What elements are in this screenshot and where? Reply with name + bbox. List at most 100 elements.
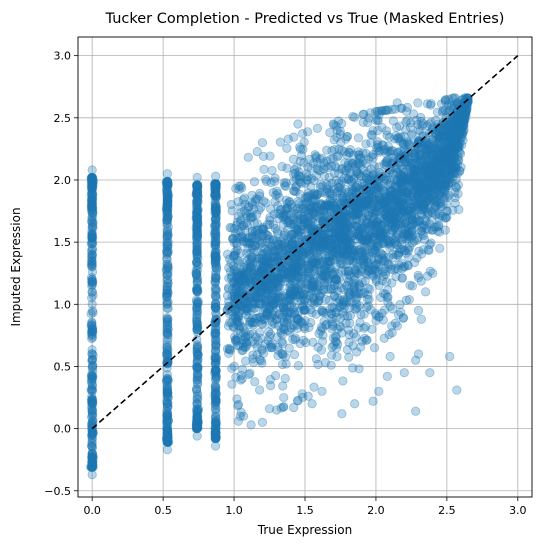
scatter-point bbox=[88, 179, 98, 189]
scatter-point bbox=[162, 433, 172, 444]
scatter-point bbox=[193, 197, 203, 207]
scatter-point bbox=[87, 371, 97, 381]
scatter-point bbox=[263, 231, 273, 241]
scatter-point bbox=[211, 291, 221, 301]
scatter-point bbox=[87, 193, 97, 203]
scatter-point bbox=[87, 434, 97, 444]
scatter-point bbox=[87, 376, 97, 386]
scatter-point bbox=[192, 303, 202, 313]
scatter-point bbox=[433, 137, 443, 147]
scatter-point bbox=[282, 315, 292, 325]
scatter-point bbox=[163, 263, 173, 273]
scatter-point bbox=[88, 366, 98, 376]
scatter-point bbox=[88, 238, 98, 248]
scatter-point bbox=[87, 213, 97, 223]
scatter-point bbox=[87, 293, 97, 303]
scatter-point bbox=[162, 424, 172, 434]
scatter-point bbox=[244, 369, 254, 380]
scatter-point bbox=[162, 177, 172, 187]
scatter-point bbox=[381, 158, 391, 168]
scatter-point bbox=[87, 333, 97, 344]
scatter-point bbox=[162, 232, 172, 242]
scatter-point bbox=[433, 226, 443, 236]
scatter-point bbox=[86, 462, 97, 472]
scatter-point bbox=[414, 215, 424, 226]
scatter-point bbox=[86, 195, 97, 205]
scatter-point bbox=[309, 246, 319, 257]
scatter-point bbox=[344, 352, 354, 362]
scatter-point bbox=[307, 173, 317, 183]
scatter-point bbox=[87, 193, 97, 203]
scatter-point bbox=[88, 218, 98, 228]
x-tick-label: 2.0 bbox=[367, 504, 385, 517]
scatter-point bbox=[378, 288, 389, 299]
scatter-point bbox=[162, 254, 172, 264]
scatter-point-outlier bbox=[368, 396, 378, 406]
scatter-point bbox=[87, 374, 97, 384]
scatter-point bbox=[163, 437, 173, 447]
scatter-point bbox=[87, 329, 97, 339]
scatter-point bbox=[87, 370, 97, 380]
y-axis-label: Imputed Expression bbox=[9, 207, 23, 326]
scatter-point bbox=[354, 216, 364, 226]
scatter-point bbox=[162, 387, 173, 398]
x-tick-label: 0.0 bbox=[83, 504, 101, 517]
scatter-point bbox=[311, 151, 321, 161]
scatter-point bbox=[163, 275, 173, 285]
scatter-point-outlier bbox=[416, 314, 426, 324]
scatter-point bbox=[162, 187, 172, 198]
y-tick-label: 0.5 bbox=[54, 360, 72, 373]
scatter-point bbox=[87, 459, 97, 469]
scatter-point bbox=[236, 226, 246, 237]
scatter-point bbox=[87, 230, 97, 241]
y-tick-label: 1.0 bbox=[54, 298, 72, 311]
scatter-point bbox=[87, 328, 97, 338]
scatter-point bbox=[87, 323, 98, 333]
scatter-point bbox=[87, 355, 97, 365]
scatter-point bbox=[415, 195, 426, 205]
scatter-point bbox=[270, 370, 281, 381]
scatter-point bbox=[88, 452, 98, 462]
scatter-point bbox=[321, 161, 331, 171]
scatter-point bbox=[162, 249, 172, 260]
scatter-point-outlier bbox=[246, 420, 256, 430]
scatter-point bbox=[163, 297, 173, 307]
scatter-point bbox=[363, 252, 374, 262]
scatter-point bbox=[163, 179, 173, 190]
scatter-point bbox=[282, 143, 292, 153]
scatter-point-outlier bbox=[435, 243, 445, 253]
scatter-point bbox=[233, 311, 243, 321]
scatter-point bbox=[238, 342, 249, 352]
scatter-point bbox=[88, 332, 98, 342]
scatter-point bbox=[211, 247, 221, 257]
scatter-point bbox=[162, 169, 172, 179]
scatter-point bbox=[367, 324, 377, 334]
scatter-point bbox=[87, 462, 98, 472]
scatter-point bbox=[329, 250, 339, 260]
scatter-point bbox=[320, 271, 331, 281]
scatter-point bbox=[279, 210, 289, 220]
scatter-point bbox=[299, 157, 309, 168]
scatter-point bbox=[163, 194, 173, 204]
scatter-point bbox=[162, 213, 173, 223]
scatter-point bbox=[87, 453, 97, 463]
scatter-point bbox=[87, 215, 97, 225]
scatter-point bbox=[87, 349, 97, 359]
scatter-point bbox=[163, 228, 173, 238]
scatter-point bbox=[87, 422, 97, 432]
scatter-point bbox=[162, 411, 172, 421]
scatter-point bbox=[87, 385, 97, 395]
scatter-point bbox=[162, 177, 172, 187]
scatter-point bbox=[335, 321, 345, 331]
scatter-point bbox=[162, 387, 172, 397]
scatter-point bbox=[308, 195, 319, 205]
scatter-point bbox=[162, 399, 172, 409]
scatter-point bbox=[163, 324, 173, 335]
scatter-point bbox=[397, 273, 407, 283]
scatter-point bbox=[86, 327, 96, 337]
scatter-point bbox=[211, 411, 221, 421]
scatter-point bbox=[162, 270, 172, 280]
scatter-point bbox=[87, 189, 98, 199]
scatter-point bbox=[87, 176, 97, 187]
scatter-point bbox=[252, 147, 262, 157]
